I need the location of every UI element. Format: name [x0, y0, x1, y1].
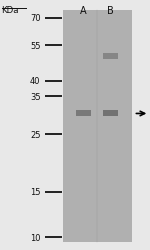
Bar — [103, 111, 118, 117]
Bar — [63, 11, 132, 242]
Text: 55: 55 — [30, 42, 40, 50]
Text: 40: 40 — [30, 77, 40, 86]
Text: 10: 10 — [30, 233, 40, 242]
Text: 35: 35 — [30, 92, 40, 101]
Text: A: A — [80, 6, 87, 16]
Text: 70: 70 — [30, 14, 40, 23]
Text: 25: 25 — [30, 130, 40, 139]
Bar — [103, 54, 118, 60]
Text: KDa: KDa — [2, 6, 19, 15]
Bar — [76, 111, 91, 117]
Text: 15: 15 — [30, 188, 40, 196]
Text: B: B — [107, 6, 114, 16]
